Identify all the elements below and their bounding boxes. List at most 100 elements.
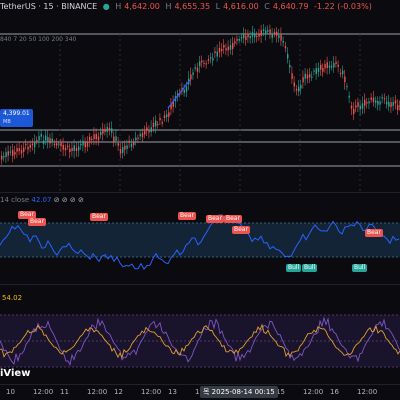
candle-body xyxy=(372,97,375,103)
candle-body xyxy=(137,137,139,139)
candle-body xyxy=(337,64,339,67)
candle-body xyxy=(324,64,326,69)
time-tick-label: 11 xyxy=(60,388,69,396)
candle-body xyxy=(269,29,271,34)
candle-body xyxy=(45,135,47,141)
candle-body xyxy=(229,45,232,50)
candle-body xyxy=(315,68,317,74)
candle-body xyxy=(273,31,276,34)
candle-body xyxy=(84,142,86,148)
bear-signal-label: Bear xyxy=(232,226,250,234)
candle-body xyxy=(339,72,342,74)
price-chart-pane[interactable]: TetherUS · 15 · BINANCE ● H 4,642.00 H 4,6… xyxy=(0,0,400,192)
status-dot-icon: ● xyxy=(102,2,110,11)
candle-body xyxy=(348,95,350,98)
candle-body xyxy=(309,74,311,78)
close-icon[interactable]: ⊘ xyxy=(69,196,76,204)
time-axis[interactable]: 1012:001112:001212:001312:001412:001512:… xyxy=(0,384,400,400)
candle-body xyxy=(388,101,390,107)
candle-body xyxy=(331,65,333,68)
candle-body xyxy=(397,105,399,111)
symbol-title[interactable]: TetherUS · 15 · BINANCE xyxy=(0,2,98,11)
candle-body xyxy=(357,102,359,107)
candle-body xyxy=(232,43,234,49)
candle-body xyxy=(295,88,298,91)
candle-body xyxy=(82,140,84,146)
candle-body xyxy=(60,142,62,147)
candle-body xyxy=(366,102,368,104)
crosshair-time-label: 목 2025-08-14 00:15 xyxy=(200,386,278,398)
oscillator-chart[interactable] xyxy=(0,285,400,384)
eye-icon[interactable]: ⊘ xyxy=(53,196,60,204)
candle-body xyxy=(56,143,58,146)
candle-body xyxy=(124,145,126,150)
candle-body xyxy=(284,46,287,49)
candle-body xyxy=(71,147,73,152)
high-value: 4,655.35 xyxy=(174,2,211,11)
candle-body xyxy=(355,105,357,108)
candle-body xyxy=(119,149,122,154)
candle-body xyxy=(194,67,196,69)
candle-body xyxy=(78,146,80,151)
bear-signal-label: Bear xyxy=(224,215,242,223)
candle-body xyxy=(95,133,97,140)
trend-line xyxy=(167,79,191,109)
candle-body xyxy=(91,138,93,141)
candle-body xyxy=(192,72,194,76)
candle-body xyxy=(102,128,104,134)
candle-body xyxy=(221,48,223,52)
oscillator-pane[interactable]: 54.02 xyxy=(0,284,400,384)
candle-body xyxy=(69,148,71,152)
candle-body xyxy=(9,151,12,153)
candle-body xyxy=(368,101,370,104)
candle-body xyxy=(141,132,144,138)
candle-body xyxy=(260,30,262,36)
candle-body xyxy=(245,35,247,41)
candle-body xyxy=(3,156,5,158)
indicator-name[interactable]: 14 close xyxy=(0,196,30,204)
candle-body xyxy=(38,136,40,141)
candle-body xyxy=(254,34,256,38)
candle-body xyxy=(390,102,392,107)
candle-body xyxy=(58,143,60,145)
candlestick-chart[interactable] xyxy=(0,0,400,192)
rsi-indicator-pane[interactable]: 14 close 42.07 ⊘ ⊘ ⊘ ⊘ xyxy=(0,192,400,284)
candle-body xyxy=(185,86,188,92)
candle-body xyxy=(168,112,170,117)
candle-body xyxy=(155,120,157,127)
low-value: 4,616.00 xyxy=(223,2,259,11)
high-label: H xyxy=(165,2,172,11)
candle-body xyxy=(218,48,221,53)
tradingview-watermark[interactable]: iView xyxy=(0,368,31,379)
bear-signal-label: Bear xyxy=(18,211,36,219)
candle-body xyxy=(386,101,388,105)
candle-body xyxy=(236,39,238,41)
candle-body xyxy=(166,114,168,117)
candle-body xyxy=(16,147,18,152)
candle-body xyxy=(93,134,95,140)
candle-body xyxy=(256,35,258,37)
candle-body xyxy=(18,148,20,152)
candle-body xyxy=(271,34,273,38)
candle-body xyxy=(40,133,42,137)
moving-average-legend[interactable]: 840 7 20 50 100 200 340 xyxy=(0,36,77,43)
time-tick-label: 12:00 xyxy=(87,388,108,396)
gear-icon[interactable]: ⊘ xyxy=(61,196,68,204)
more-icon[interactable]: ⊘ xyxy=(78,196,84,204)
candle-body xyxy=(205,63,207,65)
time-tick-label: 12 xyxy=(114,388,123,396)
candle-body xyxy=(47,137,49,142)
candle-body xyxy=(276,31,278,36)
oscillator-line-fast xyxy=(0,316,400,367)
candle-body xyxy=(64,147,67,151)
time-tick-label: 12:00 xyxy=(33,388,54,396)
candle-body xyxy=(282,41,284,43)
candle-body xyxy=(97,136,100,141)
time-tick-label: 12:00 xyxy=(303,388,324,396)
rsi-indicator-chart[interactable] xyxy=(0,193,400,284)
candle-body xyxy=(128,140,130,143)
candle-body xyxy=(353,109,355,115)
candle-body xyxy=(23,147,25,152)
time-tick-label: 12:00 xyxy=(141,388,162,396)
candle-body xyxy=(14,152,16,155)
